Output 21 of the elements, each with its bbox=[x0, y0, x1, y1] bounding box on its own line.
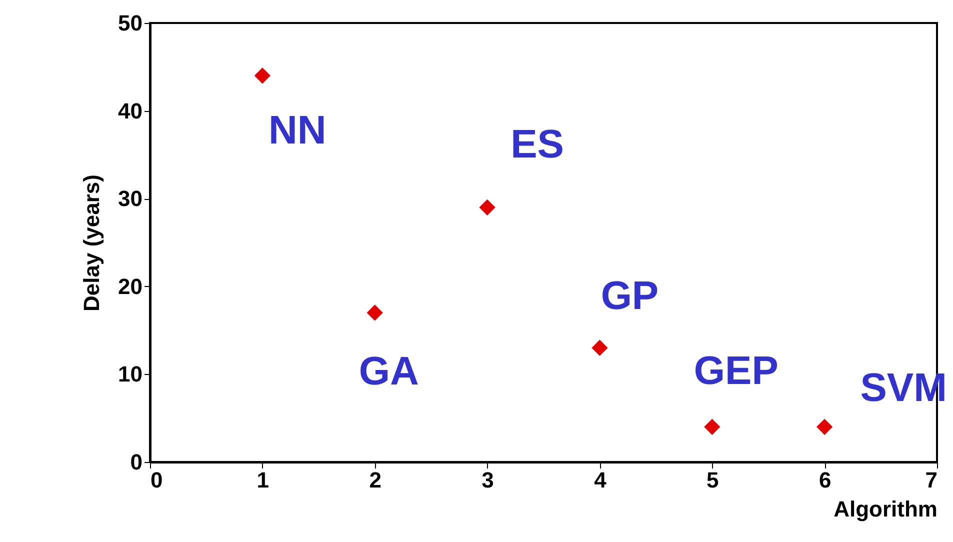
annotation: NN bbox=[268, 108, 326, 153]
y-tick-label: 50 bbox=[118, 10, 142, 36]
x-tick-label: 7 bbox=[925, 468, 938, 492]
x-tick-label: 6 bbox=[818, 468, 832, 492]
x-tick-label: 1 bbox=[256, 468, 270, 492]
y-axis-title: Delay (years) bbox=[79, 174, 104, 312]
x-tick-label: 3 bbox=[482, 468, 494, 492]
x-tick-label: 5 bbox=[706, 468, 719, 492]
annotation: ES bbox=[510, 122, 564, 166]
annotation: GEP bbox=[694, 348, 778, 393]
annotation: GA bbox=[358, 350, 419, 394]
x-tick-label: 0 bbox=[150, 468, 163, 492]
x-axis-title: Algorithm bbox=[834, 496, 938, 522]
y-tick-label: 30 bbox=[118, 186, 142, 212]
annotation: GP bbox=[600, 274, 659, 318]
y-tick-label: 40 bbox=[118, 98, 142, 124]
x-tick-label: 2 bbox=[369, 468, 382, 492]
y-tick-label: 10 bbox=[118, 362, 142, 387]
x-tick-label: 4 bbox=[594, 468, 608, 492]
y-tick-label: 0 bbox=[130, 450, 142, 474]
y-tick-label: 20 bbox=[118, 274, 142, 299]
